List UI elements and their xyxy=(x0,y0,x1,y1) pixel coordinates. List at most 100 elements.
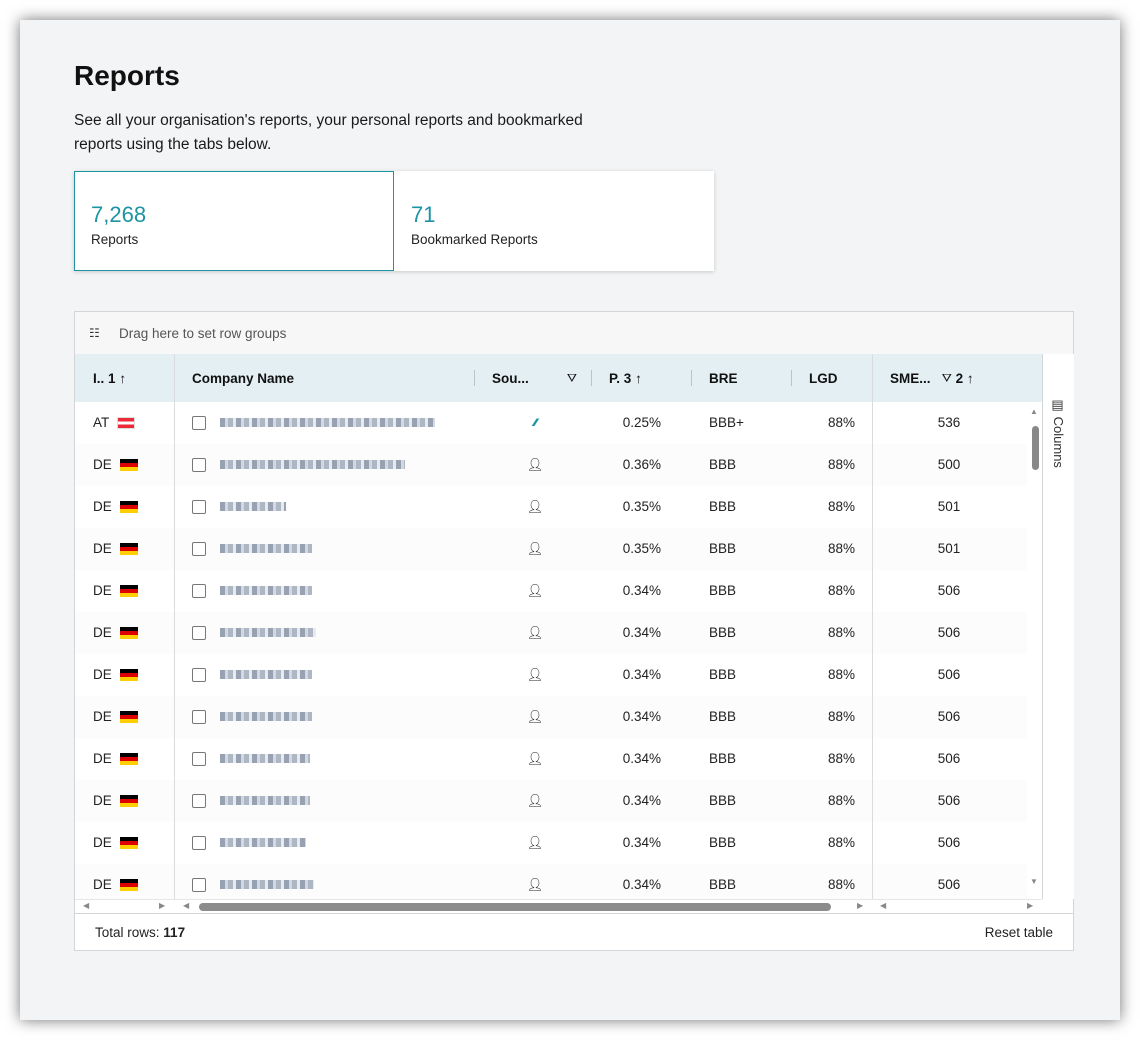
scroll-left-icon[interactable]: ◀ xyxy=(83,901,90,910)
table-row[interactable]: DE 👤︎ 0.34% BBB 88% 506 xyxy=(75,612,1027,655)
row-checkbox[interactable] xyxy=(192,583,206,598)
tab-bookmarked-reports[interactable]: 71 Bookmarked Reports xyxy=(394,171,714,271)
column-header-bre[interactable]: BRE xyxy=(709,354,779,402)
sme-cell: 506 xyxy=(937,793,961,808)
scroll-down-icon[interactable]: ▼ xyxy=(1030,877,1038,886)
page-subtitle: See all your organisation's reports, you… xyxy=(74,112,583,153)
company-name-redacted xyxy=(220,544,312,553)
scroll-left-icon[interactable]: ◀ xyxy=(183,901,190,910)
row-checkbox[interactable] xyxy=(192,751,206,766)
column-header-source[interactable]: Sou... ⛛ xyxy=(492,354,577,402)
columns-panel-button[interactable]: ▤ Columns xyxy=(1051,398,1066,468)
pd-cell: 0.34% xyxy=(622,625,661,640)
row-checkbox[interactable] xyxy=(192,625,206,640)
source-cell: 👤︎ xyxy=(523,654,547,695)
de-flag-icon xyxy=(119,836,138,849)
column-header-country-label: I.. xyxy=(93,370,105,386)
table-row[interactable]: AT ⁄⁄⁄ 0.25% BBB+ 88% 536 xyxy=(75,402,1027,445)
source-cell: 👤︎ xyxy=(523,822,547,863)
table-row[interactable]: DE 👤︎ 0.34% BBB 88% 506 xyxy=(75,570,1027,613)
horizontal-scrollbar[interactable]: ◀ ▶ ◀ ▶ ◀ ▶ xyxy=(75,899,1042,914)
filter-icon[interactable]: ⛛ xyxy=(941,370,952,385)
row-checkbox[interactable] xyxy=(192,793,206,808)
table-row[interactable]: DE 👤︎ 0.34% BBB 88% 506 xyxy=(75,822,1027,865)
column-separator xyxy=(791,370,792,386)
pinned-left-divider xyxy=(174,354,175,899)
row-group-drop-zone[interactable]: ☷ Drag here to set row groups xyxy=(75,312,1073,355)
sme-cell: 506 xyxy=(937,625,961,640)
scroll-right-icon[interactable]: ▶ xyxy=(857,901,864,910)
de-flag-icon xyxy=(119,668,138,681)
vertical-scrollbar[interactable]: ▲ ▼ xyxy=(1027,402,1042,899)
grid-footer: Total rows: 117 Reset table xyxy=(75,913,1073,950)
column-header-lgd[interactable]: LGD xyxy=(809,354,869,402)
row-group-placeholder: Drag here to set row groups xyxy=(119,325,287,341)
row-checkbox[interactable] xyxy=(192,499,206,514)
arrow-up-icon: ↑ xyxy=(966,370,974,386)
country-code: DE xyxy=(93,499,112,514)
scroll-left-icon[interactable]: ◀ xyxy=(880,901,887,910)
bre-cell: BBB xyxy=(709,457,737,472)
column-header-sme[interactable]: SME... ⛛ 2 ↑ xyxy=(890,354,1040,402)
person-gear-icon: 👤︎ xyxy=(526,666,544,682)
person-gear-icon: 👤︎ xyxy=(526,834,544,850)
column-header-company-name[interactable]: Company Name xyxy=(192,354,472,402)
filter-icon[interactable]: ⛛ xyxy=(566,370,577,385)
company-name-cell xyxy=(192,486,472,527)
row-checkbox[interactable] xyxy=(192,541,206,556)
reset-table-button[interactable]: Reset table xyxy=(984,924,1053,940)
person-gear-icon: 👤︎ xyxy=(526,540,544,556)
country-code: DE xyxy=(93,793,112,808)
table-row[interactable]: DE 👤︎ 0.35% BBB 88% 501 xyxy=(75,528,1027,571)
arrow-up-icon: ↑ xyxy=(635,370,642,386)
row-checkbox[interactable] xyxy=(192,709,206,724)
lgd-cell: 88% xyxy=(827,667,855,682)
pd-cell: 0.34% xyxy=(622,583,661,598)
person-gear-icon: 👤︎ xyxy=(526,792,544,808)
column-separator xyxy=(591,370,592,386)
table-row[interactable]: DE 👤︎ 0.34% BBB 88% 506 xyxy=(75,738,1027,781)
bre-cell: BBB xyxy=(709,541,737,556)
de-flag-icon xyxy=(119,458,138,471)
source-cell: ⁄⁄⁄ xyxy=(523,402,547,443)
row-checkbox[interactable] xyxy=(192,457,206,472)
sort-order-sme: 2 xyxy=(955,370,964,386)
sme-cell: 501 xyxy=(937,499,961,514)
sme-cell: 536 xyxy=(937,415,961,430)
table-row[interactable]: DE 👤︎ 0.34% BBB 88% 506 xyxy=(75,654,1027,697)
scroll-right-icon[interactable]: ▶ xyxy=(1027,901,1034,910)
scroll-right-icon[interactable]: ▶ xyxy=(159,901,166,910)
lgd-cell: 88% xyxy=(827,499,855,514)
source-cell: 👤︎ xyxy=(523,486,547,527)
pd-cell: 0.36% xyxy=(622,457,661,472)
table-row[interactable]: DE 👤︎ 0.35% BBB 88% 501 xyxy=(75,486,1027,529)
total-rows: Total rows: 117 xyxy=(95,925,185,940)
tab-reports[interactable]: 7,268 Reports xyxy=(74,171,394,271)
scroll-up-icon[interactable]: ▲ xyxy=(1030,407,1038,416)
column-header-pd[interactable]: P. 3 ↑ xyxy=(609,354,699,402)
company-name-cell xyxy=(192,402,472,443)
row-checkbox[interactable] xyxy=(192,835,206,850)
table-row[interactable]: DE 👤︎ 0.34% BBB 88% 506 xyxy=(75,696,1027,739)
row-checkbox[interactable] xyxy=(192,415,206,430)
company-name-cell xyxy=(192,864,472,905)
lgd-cell: 88% xyxy=(827,751,855,766)
table-row[interactable]: DE 👤︎ 0.34% BBB 88% 506 xyxy=(75,780,1027,823)
sme-cell: 506 xyxy=(937,835,961,850)
company-name-cell xyxy=(192,654,472,695)
row-checkbox[interactable] xyxy=(192,877,206,892)
pd-cell: 0.34% xyxy=(622,751,661,766)
column-header-country[interactable]: I.. 1 ↑ xyxy=(93,354,173,402)
de-flag-icon xyxy=(119,500,138,513)
de-flag-icon xyxy=(119,584,138,597)
sme-cell: 506 xyxy=(937,709,961,724)
sort-order-country: 1 xyxy=(108,370,116,386)
tab-bookmarked-count: 71 xyxy=(411,202,436,227)
horizontal-scroll-thumb[interactable] xyxy=(199,903,831,911)
column-header-lgd-label: LGD xyxy=(809,370,838,386)
country-code: DE xyxy=(93,583,112,598)
sme-cell: 506 xyxy=(937,751,961,766)
table-row[interactable]: DE 👤︎ 0.36% BBB 88% 500 xyxy=(75,444,1027,487)
row-checkbox[interactable] xyxy=(192,667,206,682)
vertical-scroll-thumb[interactable] xyxy=(1032,426,1039,470)
